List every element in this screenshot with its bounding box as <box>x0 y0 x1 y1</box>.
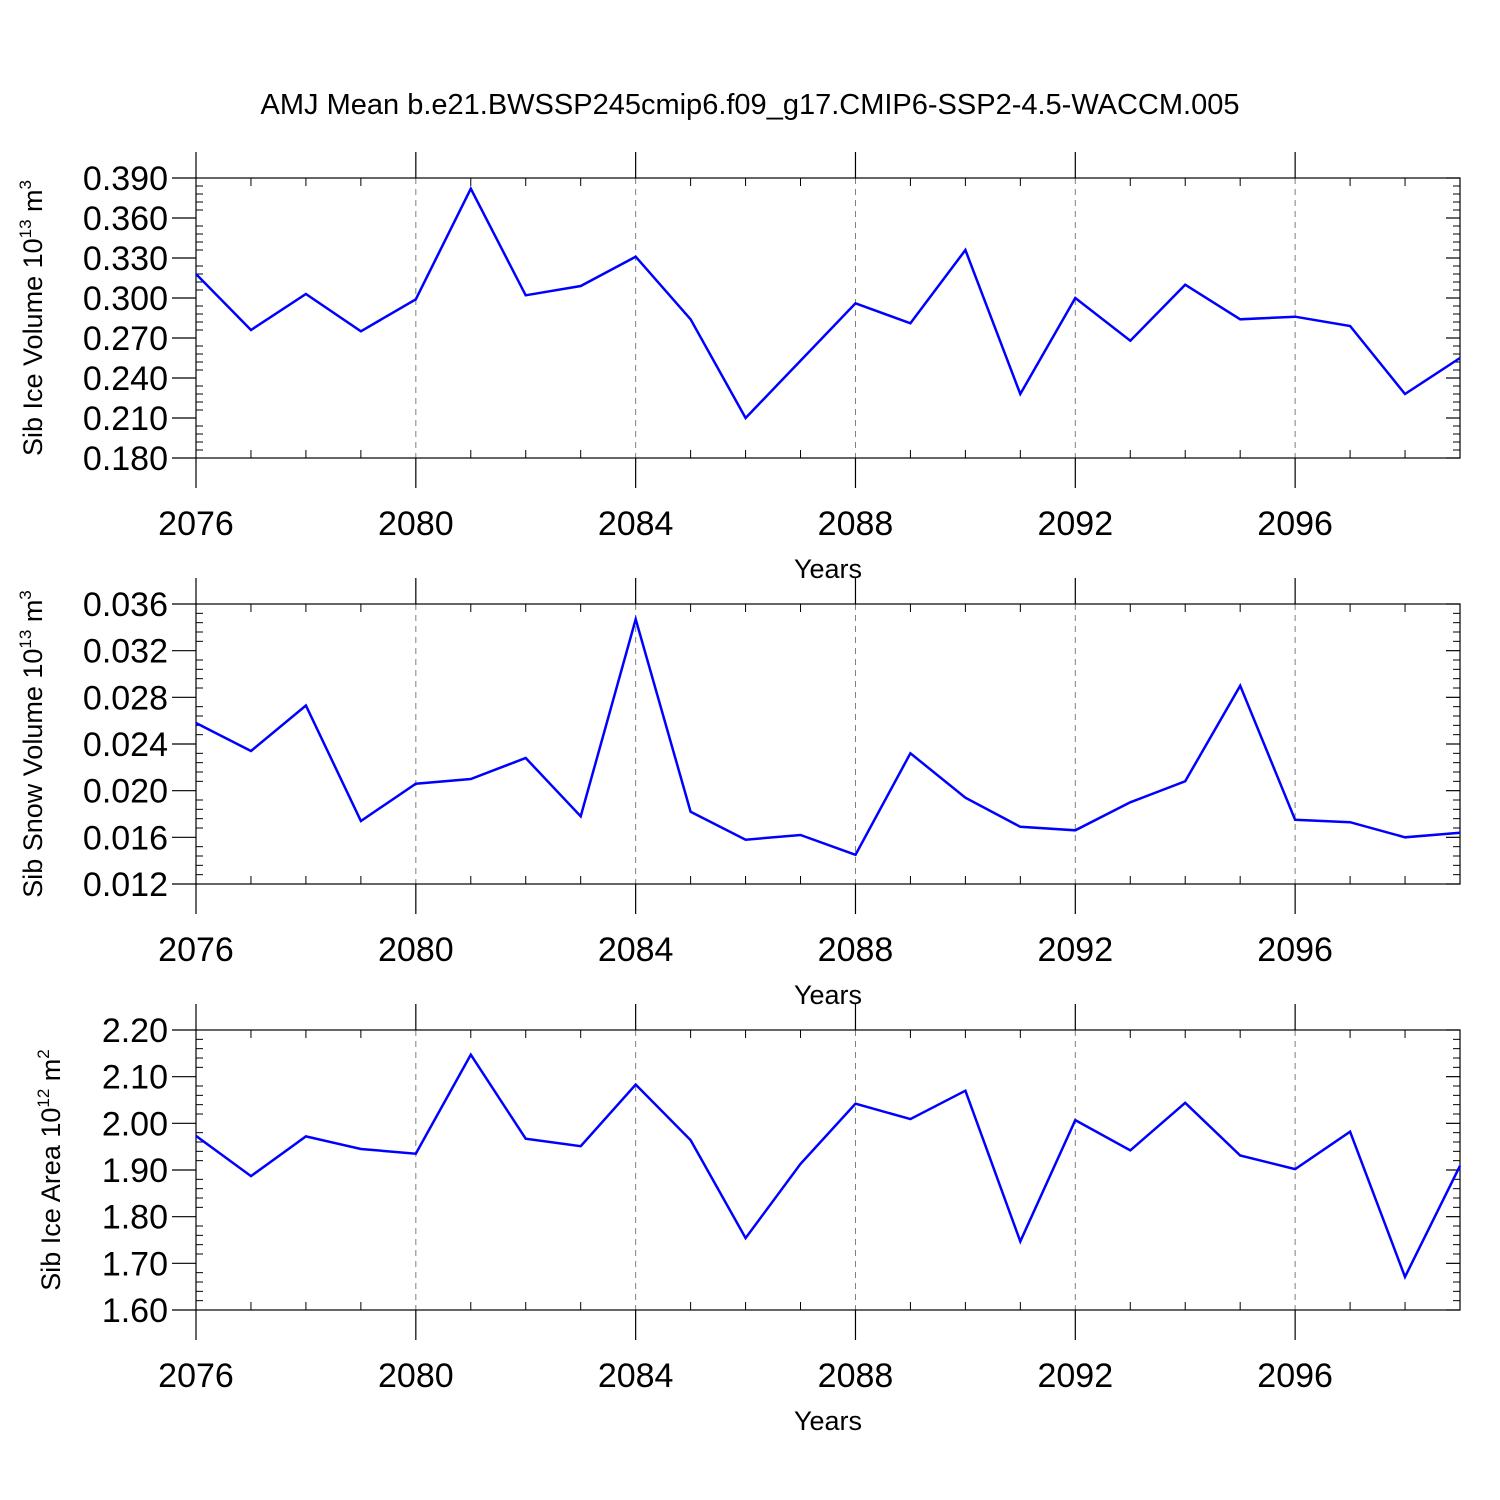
y-tick-label: 0.270 <box>83 320 168 358</box>
x-axis-title: Years <box>794 554 862 584</box>
y-tick-label: 0.012 <box>83 866 168 904</box>
panel-2: 0.036 0.032 0.028 0.024 0.020 0.016 0.012 2076 2… <box>16 578 1461 1010</box>
y-tick-label: 2.00 <box>102 1105 168 1143</box>
panel-3: 2.20 2.10 2.00 1.90 1.80 1.70 1.60 2076 2080 2084… <box>34 1004 1462 1436</box>
x-tick-label: 2084 <box>598 1357 674 1395</box>
y-tick-label: 0.390 <box>83 160 168 198</box>
x-tick-label: 2096 <box>1257 931 1333 969</box>
y-axis-title: Sib Ice Area 1012 m2 <box>34 1049 66 1291</box>
x-tick-label: 2076 <box>158 1357 234 1395</box>
plot-frame <box>195 1029 1461 1311</box>
y-tick-label: 2.10 <box>102 1059 168 1097</box>
x-tick-label: 2080 <box>378 1357 454 1395</box>
y-axis-title: Sib Snow Volume 1013 m3 <box>16 590 48 898</box>
series-line <box>195 1052 1462 1281</box>
x-tick-label: 2096 <box>1257 505 1333 543</box>
y-tick-label: 1.70 <box>102 1245 168 1283</box>
y-tick-label: 0.032 <box>83 633 168 671</box>
panel-1: 0.3900.3600.3300.3000.2700.2400.2100.180… <box>16 152 1461 584</box>
x-axis-title: Years <box>794 980 862 1010</box>
x-tick-label: 2084 <box>598 931 674 969</box>
x-tick-label: 2092 <box>1037 931 1113 969</box>
x-tick-label: 2092 <box>1037 1357 1113 1395</box>
y-axis-title: Sib Ice Volume 1013 m3 <box>16 180 48 456</box>
panels: 0.3900.3600.3300.3000.2700.2400.2100.180… <box>16 152 1462 1436</box>
x-axis-title: Years <box>794 1406 862 1436</box>
y-tick-label: 0.240 <box>83 360 168 398</box>
x-tick-label: 2088 <box>818 505 894 543</box>
y-tick-label: 0.036 <box>83 586 168 624</box>
x-tick-label: 2092 <box>1037 505 1113 543</box>
y-tick-label: 0.300 <box>83 280 168 318</box>
y-tick-label: 0.360 <box>83 200 168 238</box>
y-tick-label: 0.016 <box>83 819 168 857</box>
chart-title: AMJ Mean b.e21.BWSSP245cmip6.f09_g17.CMI… <box>261 89 1240 121</box>
y-tick-label: 2.20 <box>102 1012 168 1050</box>
x-tick-label: 2076 <box>158 931 234 969</box>
plot-frame <box>195 177 1461 459</box>
x-tick-label: 2088 <box>818 1357 894 1395</box>
x-tick-label: 2080 <box>378 505 454 543</box>
x-tick-label: 2080 <box>378 931 454 969</box>
y-tick-label: 0.024 <box>83 726 168 764</box>
y-tick-label: 0.330 <box>83 240 168 278</box>
y-tick-label: 0.210 <box>83 400 168 438</box>
y-tick-label: 1.80 <box>102 1199 168 1237</box>
series-line <box>195 614 1461 857</box>
x-tick-label: 2096 <box>1257 1357 1333 1395</box>
y-tick-label: 0.028 <box>83 679 168 717</box>
y-tick-label: 1.60 <box>102 1292 168 1330</box>
series-line <box>195 185 1461 421</box>
x-tick-label: 2084 <box>598 505 674 543</box>
y-tick-label: 0.020 <box>83 773 168 811</box>
x-tick-label: 2076 <box>158 505 234 543</box>
x-tick-label: 2088 <box>818 931 894 969</box>
plot-frame <box>195 603 1461 885</box>
y-tick-label: 1.90 <box>102 1152 168 1190</box>
y-tick-label: 0.180 <box>83 440 168 478</box>
